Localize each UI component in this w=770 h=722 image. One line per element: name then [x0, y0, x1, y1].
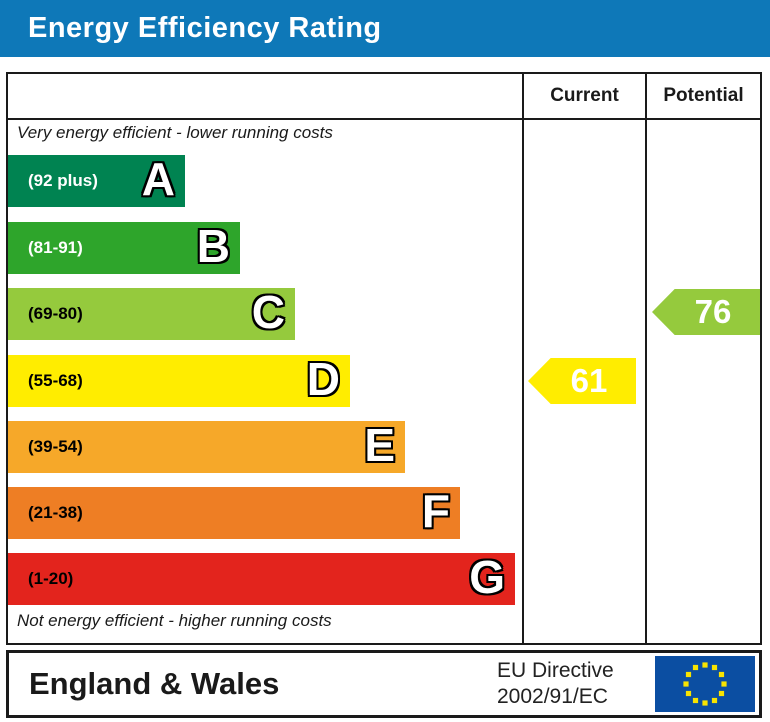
band-letter: B [196, 220, 230, 273]
eu-flag-star [685, 671, 692, 678]
rating-band-g: (1-20) G [8, 553, 515, 605]
eu-flag-star [711, 697, 718, 704]
eu-flag-star [692, 664, 699, 671]
eu-flag-star [721, 681, 727, 687]
eu-directive-line1: EU Directive [497, 659, 614, 682]
band-letter: F [421, 485, 450, 538]
eu-directive-label: EU Directive 2002/91/EC [497, 658, 614, 710]
rating-table-inner: Current Potential Very energy efficient … [8, 74, 760, 643]
band-range-label: (1-20) [28, 569, 74, 588]
bottom-note: Not energy efficient - higher running co… [17, 611, 332, 630]
current-rating-arrow: 61 [528, 358, 636, 404]
potential-rating-arrow: 76 [652, 289, 760, 335]
current-rating-value: 61 [570, 362, 608, 399]
band-letter: A [141, 153, 175, 206]
band-range-label: (21-38) [28, 503, 83, 522]
rating-band-d: (55-68) D [8, 355, 350, 407]
footer-bar: England & Wales EU Directive 2002/91/EC [6, 650, 762, 718]
eu-flag-star [711, 664, 718, 671]
rating-band-f: (21-38) F [8, 487, 460, 539]
page-title: Energy Efficiency Rating [28, 12, 382, 44]
eu-flag-star [718, 690, 725, 697]
band-range-label: (81-91) [28, 238, 83, 257]
band-letter: C [251, 286, 285, 339]
eu-flag-star [702, 700, 708, 706]
band-letter: D [306, 353, 340, 406]
rating-band-c: (69-80) C [8, 288, 295, 340]
rating-band-b: (81-91) B [8, 222, 240, 274]
band-range-label: (69-80) [28, 304, 83, 323]
eu-directive-line2: 2002/91/EC [497, 685, 608, 708]
rating-band-e: (39-54) E [8, 421, 405, 473]
eu-flag-icon [655, 656, 755, 712]
potential-rating-value: 76 [694, 293, 732, 330]
rating-table: Current Potential Very energy efficient … [6, 72, 762, 645]
divider-current-column [522, 74, 524, 643]
eu-flag-star [702, 662, 708, 668]
rating-band-a: (92 plus) A [8, 155, 185, 207]
region-label: England & Wales [29, 666, 280, 701]
header-underline [8, 118, 760, 120]
band-range-label: (39-54) [28, 437, 83, 456]
eu-flag-star [692, 697, 699, 704]
current-column-header: Current [550, 85, 619, 106]
divider-potential-column [645, 74, 647, 643]
potential-column-header: Potential [663, 85, 744, 106]
band-letter: E [364, 419, 395, 472]
eu-flag-star [683, 681, 689, 687]
eu-flag-star [718, 671, 725, 678]
band-range-label: (92 plus) [28, 171, 98, 190]
top-note: Very energy efficient - lower running co… [17, 123, 333, 142]
eu-flag-star [685, 690, 692, 697]
band-range-label: (55-68) [28, 371, 83, 390]
band-letter: G [469, 551, 505, 604]
title-bar: Energy Efficiency Rating [0, 0, 770, 57]
